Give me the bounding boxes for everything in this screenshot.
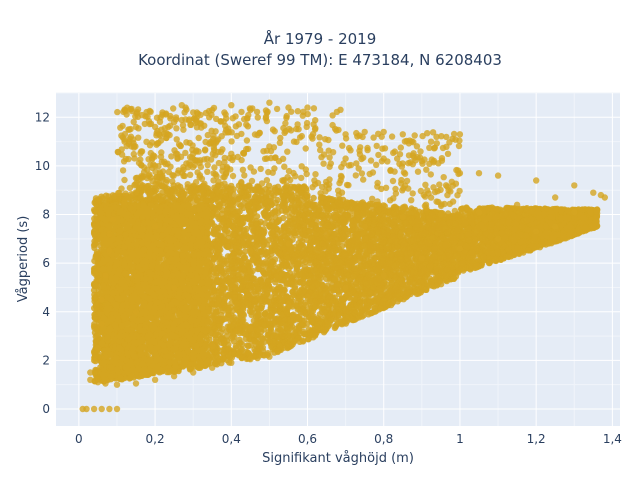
chart-title-line-1: År 1979 - 2019 xyxy=(263,30,377,48)
scatter-points xyxy=(79,99,608,413)
chart-title-line-2: Koordinat (Sweref 99 TM): E 473184, N 62… xyxy=(138,51,502,69)
